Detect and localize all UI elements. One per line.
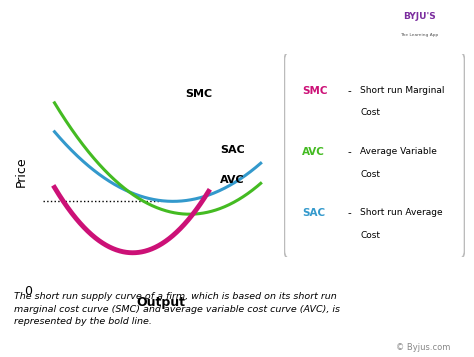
Text: Output: Output — [137, 296, 186, 308]
FancyBboxPatch shape — [284, 51, 465, 259]
FancyBboxPatch shape — [365, 3, 474, 45]
Text: Cost: Cost — [360, 109, 380, 117]
Text: -: - — [347, 147, 351, 157]
Text: Price: Price — [15, 156, 28, 187]
Text: Short run Marginal: Short run Marginal — [360, 86, 445, 95]
Text: -: - — [347, 208, 351, 218]
Text: Short run Average: Short run Average — [360, 208, 443, 217]
Text: Average Variable: Average Variable — [360, 147, 437, 156]
Text: AVC: AVC — [302, 147, 325, 157]
Text: SMC: SMC — [185, 89, 212, 99]
Text: SMC: SMC — [302, 86, 328, 96]
Text: SAC: SAC — [302, 208, 326, 218]
Text: THE SHORT RUN SUPPLY CURVE OF A FIRM: THE SHORT RUN SUPPLY CURVE OF A FIRM — [14, 16, 366, 32]
Text: 0: 0 — [25, 285, 32, 298]
Text: -: - — [347, 86, 351, 96]
Text: Cost: Cost — [360, 231, 380, 240]
Text: © Byjus.com: © Byjus.com — [396, 343, 451, 352]
Text: AVC: AVC — [220, 175, 245, 185]
Text: The short run supply curve of a firm, which is based on its short run
marginal c: The short run supply curve of a firm, wh… — [14, 292, 340, 326]
Text: BYJU'S: BYJU'S — [403, 12, 436, 21]
Text: Cost: Cost — [360, 170, 380, 178]
Text: The Learning App: The Learning App — [401, 33, 438, 37]
Text: SAC: SAC — [220, 145, 245, 155]
